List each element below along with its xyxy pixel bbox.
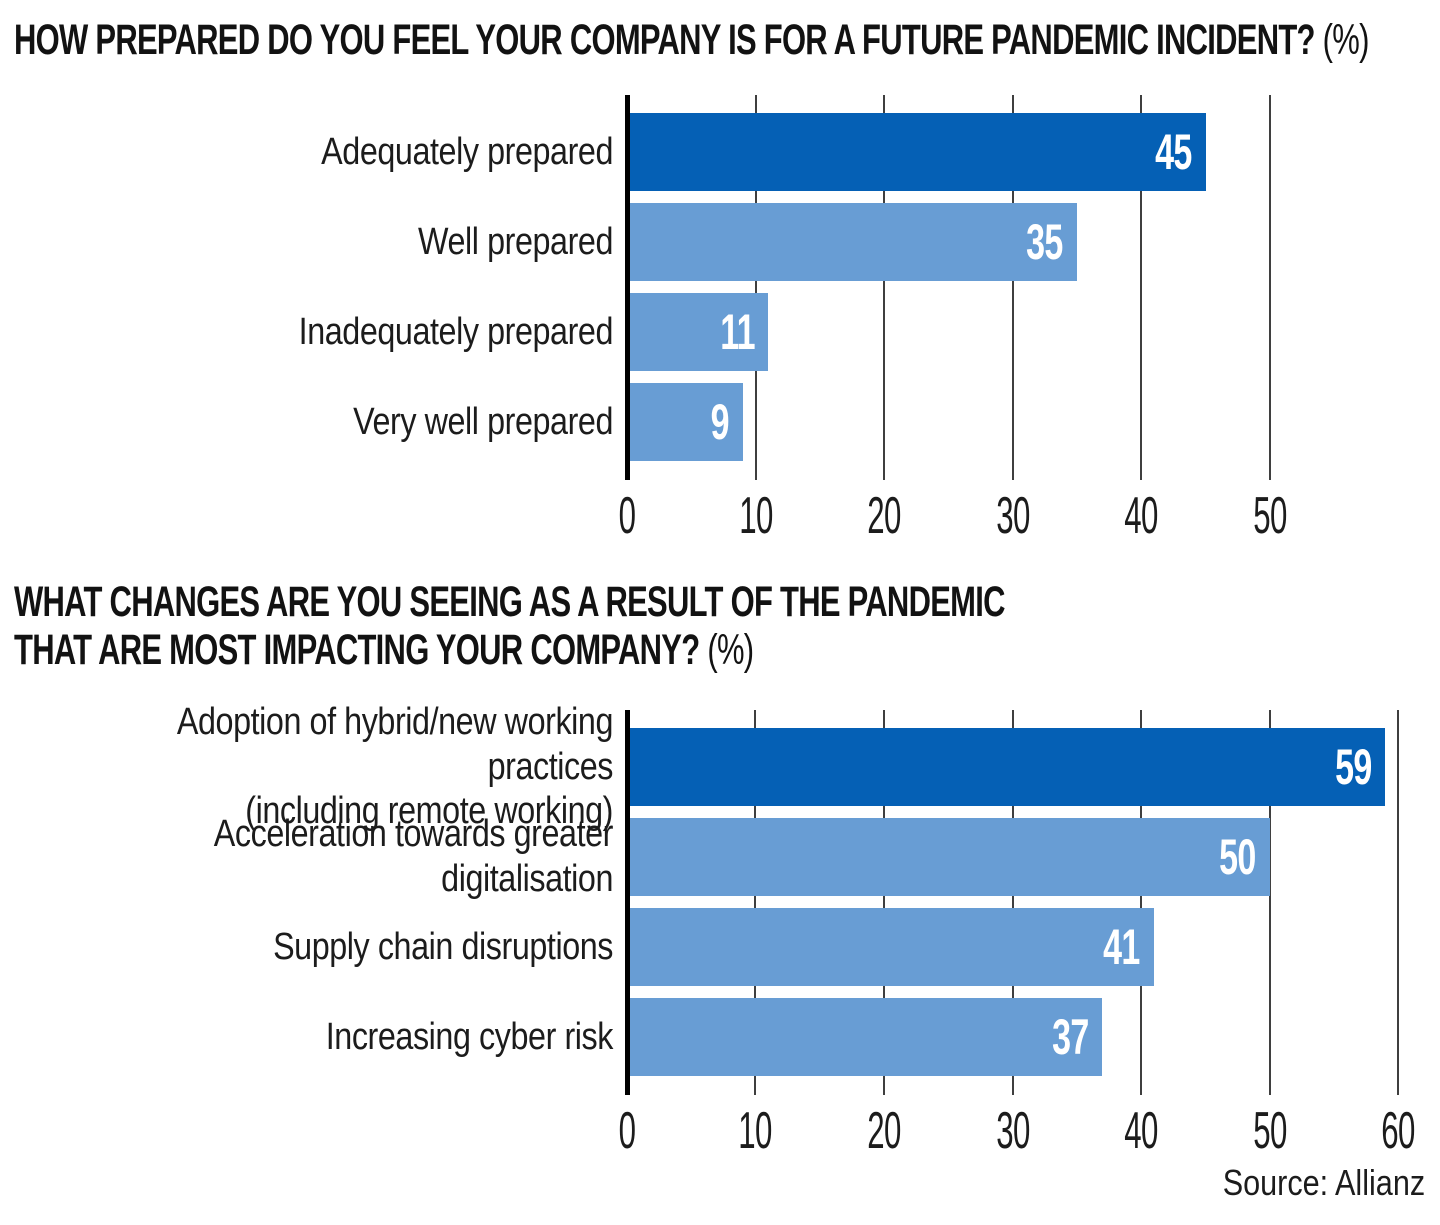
- tick-label: 50: [1253, 487, 1287, 545]
- bar-value-label: 50: [1219, 829, 1256, 885]
- category-label: Supply chain disruptions: [273, 925, 613, 968]
- bar-value-label: 45: [1155, 124, 1192, 180]
- tick-label: 20: [867, 1102, 901, 1160]
- chart-title-text: WHAT CHANGES ARE YOU SEEING AS A RESULT …: [14, 578, 1005, 675]
- chart-title: WHAT CHANGES ARE YOU SEEING AS A RESULT …: [14, 578, 1440, 674]
- gridline: [1269, 95, 1271, 480]
- tick-label: 20: [867, 487, 901, 545]
- category-label: Very well prepared: [353, 400, 613, 443]
- y-axis-line: [625, 95, 630, 480]
- y-axis-line: [625, 710, 630, 1095]
- chart-body: Adoption of hybrid/new working practices…: [0, 700, 1416, 1160]
- bar-value-label: 41: [1103, 919, 1140, 975]
- bars-group: 59 50 41 37: [627, 710, 1398, 1095]
- bar: 37: [627, 998, 1103, 1076]
- tick-label: 30: [996, 487, 1030, 545]
- gridline: [1140, 95, 1143, 480]
- gridline: [883, 95, 886, 480]
- tick-label: 50: [1252, 1102, 1287, 1160]
- bar: 59: [627, 728, 1386, 806]
- bar: 35: [627, 203, 1078, 281]
- chart-title-unit: (%): [1322, 16, 1370, 64]
- bar: 9: [627, 383, 743, 461]
- tick-label: 10: [738, 1102, 773, 1160]
- tick-label: 10: [738, 487, 773, 545]
- bar: 41: [627, 908, 1154, 986]
- chart-title-text: HOW PREPARED DO YOU FEEL YOUR COMPANY IS…: [14, 16, 1315, 64]
- chart-body: Adequately prepared Well prepared Inadequa…: [0, 95, 1288, 545]
- bars-group: 45 35 11 9: [627, 95, 1270, 480]
- gridline: [1011, 710, 1014, 1095]
- category-labels-column: Adoption of hybrid/new working practices…: [0, 700, 627, 1095]
- bar-value-label: 11: [719, 304, 755, 360]
- chart-title-unit: (%): [707, 626, 754, 675]
- gridline: [882, 710, 885, 1095]
- gridline: [754, 710, 757, 1095]
- gridline: [1397, 710, 1399, 1095]
- tick-label: 40: [1124, 487, 1159, 545]
- bar-value-label: 35: [1026, 214, 1064, 270]
- category-label: Well prepared: [418, 220, 613, 263]
- plot-column: 45 35 11 9 0 10 20 30 40 50: [619, 95, 1288, 545]
- x-axis-tick-labels: 0 10 20 30 40 50 60: [619, 1095, 1416, 1160]
- gridline: [1268, 710, 1271, 1095]
- plot-column: 59 50 41 37 0 10 20 30 40 50 60: [619, 710, 1416, 1160]
- tick-label: 30: [995, 1102, 1030, 1160]
- bar: 11: [627, 293, 769, 371]
- gridline: [1139, 710, 1142, 1095]
- gridline: [754, 95, 757, 480]
- gridline: [1011, 95, 1014, 480]
- category-labels-column: Adequately prepared Well prepared Inadequa…: [0, 95, 627, 480]
- category-label: Adequately prepared: [321, 130, 613, 173]
- bar-value-label: 9: [710, 394, 730, 450]
- bar-value-label: 59: [1334, 739, 1372, 795]
- category-label: Acceleration towards greater digitalisat…: [213, 813, 614, 900]
- plot-area: 45 35 11 9: [625, 95, 1271, 480]
- bar: 45: [627, 113, 1206, 191]
- category-label: Increasing cyber risk: [325, 1015, 614, 1058]
- tick-label: 60: [1381, 1102, 1415, 1160]
- tick-label: 0: [618, 1102, 636, 1160]
- category-label: Adoption of hybrid/new working practices…: [176, 700, 614, 833]
- x-axis-tick-labels: 0 10 20 30 40 50: [619, 480, 1288, 545]
- tick-label: 40: [1124, 1102, 1158, 1160]
- category-label: Inadequately prepared: [298, 310, 614, 353]
- chart-title: HOW PREPARED DO YOU FEEL YOUR COMPANY IS…: [14, 16, 1440, 64]
- plot-area: 59 50 41 37: [625, 710, 1399, 1095]
- bar: 50: [627, 818, 1270, 896]
- bar-value-label: 37: [1051, 1009, 1089, 1065]
- tick-label: 0: [618, 487, 636, 545]
- source-credit: Source: Allianz: [1222, 1162, 1425, 1203]
